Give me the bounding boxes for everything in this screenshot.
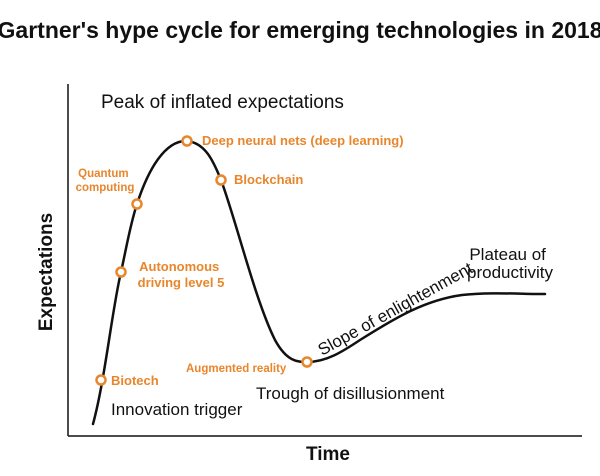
phase-label-slope: Slope of enlightenment <box>315 258 477 359</box>
hype-curve <box>91 139 547 426</box>
tech-label-blockchain: Blockchain <box>234 172 303 187</box>
y-axis-label: Expectations <box>36 213 57 331</box>
tech-label-augmented-reality: Augmented reality <box>186 363 287 375</box>
chart-title: Gartner's hype cycle for emerging techno… <box>0 17 600 43</box>
phase-label-peak: Peak of inflated expectations <box>101 92 344 113</box>
marker-blockchain <box>215 174 227 186</box>
marker-quantum-computing <box>131 198 143 210</box>
tech-label-deep-neural-nets: Deep neural nets (deep learning) <box>202 133 404 148</box>
tech-label-quantum-computing: Quantum computing <box>76 168 135 194</box>
marker-biotech <box>95 374 107 386</box>
marker-deep-neural-nets <box>181 135 193 147</box>
marker-autonomous-driving <box>115 266 127 278</box>
phase-label-plateau: Plateau of productivity <box>467 245 553 282</box>
tech-label-biotech: Biotech <box>111 373 159 388</box>
x-axis-label: Time <box>306 444 350 465</box>
tech-label-autonomous-driving: Autonomous driving level 5 <box>138 259 225 290</box>
phase-label-trough: Trough of disillusionment <box>256 384 445 403</box>
phase-label-innovation-trigger: Innovation trigger <box>111 400 243 419</box>
marker-augmented-reality <box>301 356 313 368</box>
